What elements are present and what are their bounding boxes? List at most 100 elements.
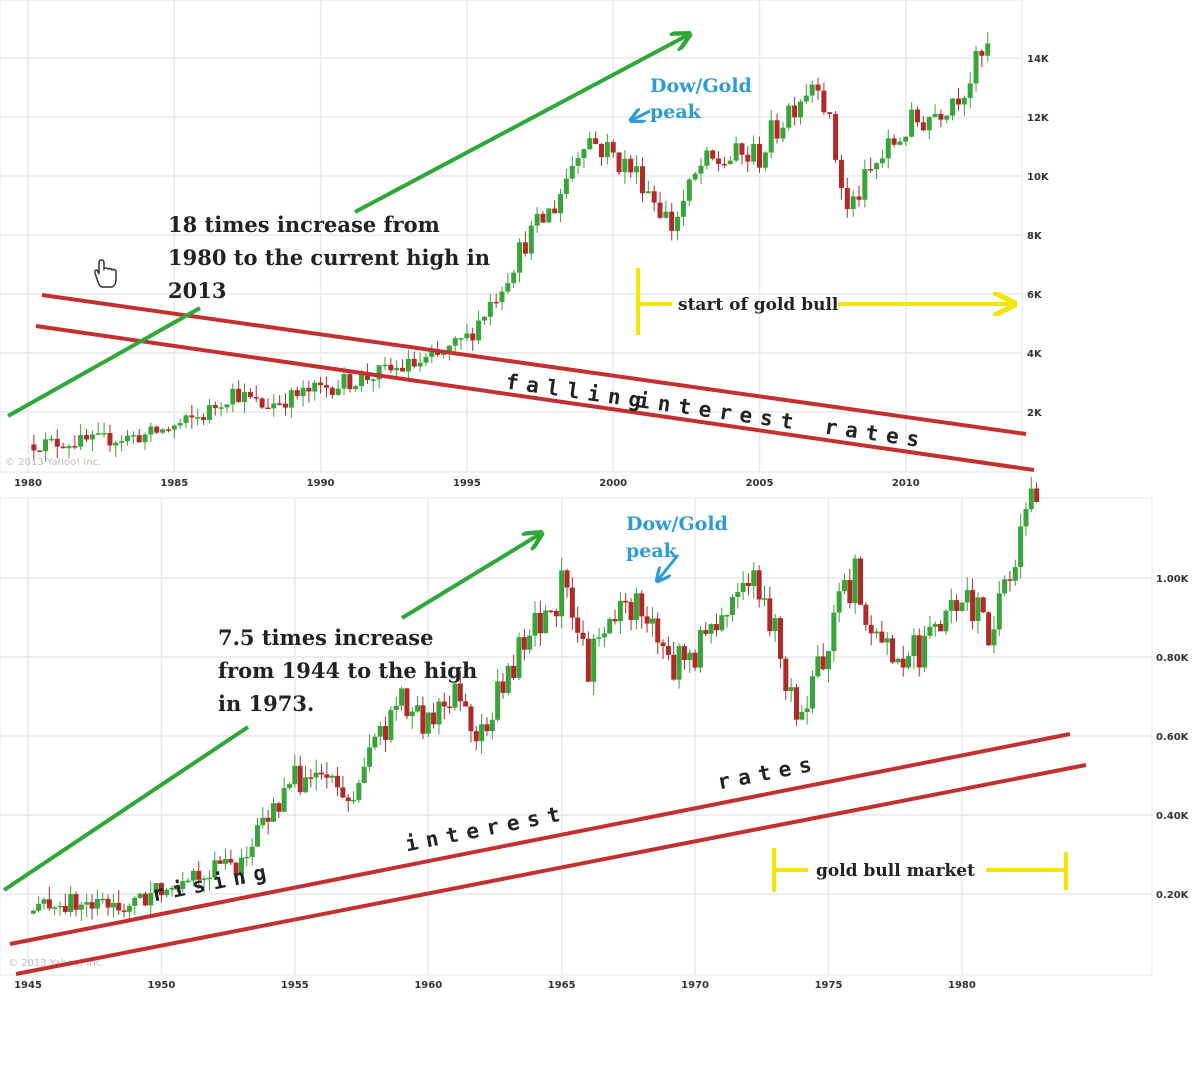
- x-tick-label: 1945: [14, 980, 42, 991]
- top-chart-copyright: © 2013 Yahoo! Inc.: [5, 457, 101, 468]
- candle-body: [411, 359, 417, 367]
- candle-body: [335, 775, 341, 788]
- candle-body: [698, 165, 704, 174]
- candle-body: [345, 797, 351, 802]
- candle-body: [476, 320, 482, 341]
- candle-body: [212, 405, 218, 408]
- candle-body: [277, 403, 283, 405]
- candle-body: [353, 386, 359, 390]
- bottom-increase-note-line3: in 1973.: [218, 691, 314, 716]
- candle-body: [189, 415, 195, 418]
- candle-body: [926, 117, 932, 131]
- top-increase-note-line1: 18 times increase from: [168, 212, 440, 237]
- candle-body: [955, 98, 961, 105]
- candle-body: [511, 665, 517, 679]
- candle-body: [288, 390, 294, 408]
- candle-body: [420, 705, 426, 734]
- candle-body: [727, 160, 733, 165]
- candle-body: [569, 165, 575, 179]
- candle-body: [313, 772, 319, 778]
- y-tick-label: 0.80K: [1156, 653, 1190, 664]
- candle-body: [174, 887, 180, 890]
- candle-body: [276, 803, 282, 812]
- candle-body: [282, 403, 288, 408]
- candle-body: [733, 143, 739, 161]
- candle-body: [160, 429, 166, 433]
- candle-body: [335, 388, 341, 395]
- bottom-chart-copyright: © 2013 Yahoo! Inc.: [8, 958, 104, 969]
- candle-body: [856, 196, 862, 200]
- candle-body: [973, 51, 979, 84]
- candle-body: [704, 150, 710, 166]
- bottom-chart-grid: [0, 497, 1153, 976]
- candle-body: [452, 338, 458, 346]
- top-upward-arrow: [354, 35, 688, 214]
- candle-body: [54, 438, 60, 447]
- top-lower-left-arrow-line: [7, 306, 201, 418]
- candle-body: [31, 444, 37, 451]
- candle-body: [645, 191, 651, 194]
- candle-body: [1007, 579, 1013, 581]
- candle-body: [440, 353, 446, 355]
- candle-body: [569, 587, 575, 618]
- candle-body: [975, 597, 981, 622]
- candle-body: [897, 141, 903, 145]
- candle-body: [505, 283, 511, 292]
- candle-body: [458, 338, 464, 340]
- candle-body: [329, 775, 335, 778]
- candle-body: [740, 582, 746, 592]
- candle-body: [1002, 579, 1008, 594]
- candle-body: [247, 392, 253, 398]
- candle-body: [94, 899, 100, 909]
- candle-body: [596, 637, 602, 639]
- candle-body: [68, 893, 74, 912]
- bottom-upward-arrow: [400, 534, 540, 620]
- candle-body: [911, 635, 917, 657]
- candle-body: [429, 351, 435, 357]
- candle-body: [553, 610, 559, 617]
- plot-area: [0, 0, 1023, 473]
- x-tick-label: 1990: [307, 478, 335, 489]
- candle-body: [228, 859, 234, 863]
- candle-body: [932, 113, 938, 118]
- candle-body: [218, 407, 224, 409]
- candle-body: [581, 149, 587, 159]
- candle-body: [833, 113, 839, 160]
- candle-body: [543, 610, 549, 634]
- candle-body: [961, 97, 967, 105]
- candle-body: [996, 593, 1002, 630]
- x-tick-label: 1980: [948, 980, 976, 991]
- candle-body: [130, 435, 136, 437]
- candle-body: [591, 638, 597, 682]
- candle-body: [265, 817, 271, 822]
- candle-body: [399, 688, 405, 706]
- candle-body: [376, 365, 382, 380]
- candle-body: [126, 905, 132, 912]
- candle-body: [479, 724, 485, 742]
- candle-body: [359, 373, 365, 387]
- candle-body: [457, 683, 463, 702]
- candle-body: [932, 623, 938, 627]
- y-tick-label: 2K: [1027, 408, 1043, 419]
- candle-body: [793, 687, 799, 720]
- candle-body: [463, 701, 469, 707]
- candle-body: [868, 169, 874, 171]
- candle-body: [312, 382, 318, 392]
- candle-body: [37, 450, 43, 452]
- candle-body: [113, 442, 119, 446]
- candle-body: [400, 367, 406, 372]
- candle-body: [169, 887, 175, 890]
- bottom-peak-label-line2: peak: [626, 540, 678, 562]
- candle-body: [716, 158, 722, 164]
- candle-body: [517, 242, 523, 273]
- candle-body: [484, 724, 490, 732]
- candle-body: [341, 374, 347, 389]
- candle-body: [587, 138, 593, 150]
- bottom-peak-arrow: [658, 554, 680, 580]
- candle-body: [43, 439, 49, 452]
- x-tick-label: 2005: [746, 478, 774, 489]
- x-tick-label: 1975: [815, 980, 843, 991]
- candle-body: [729, 597, 735, 616]
- candle-body: [601, 633, 607, 638]
- candle-body: [890, 638, 896, 663]
